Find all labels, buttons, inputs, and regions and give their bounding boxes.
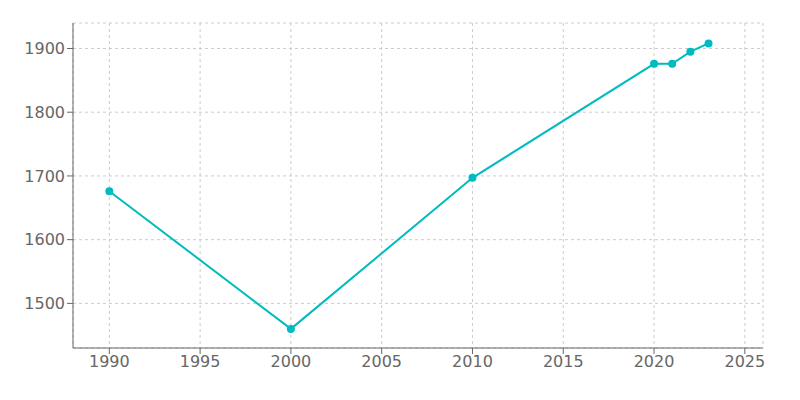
svg-text:1995: 1995 — [180, 352, 221, 371]
svg-text:2010: 2010 — [452, 352, 493, 371]
svg-text:1990: 1990 — [89, 352, 130, 371]
svg-text:2000: 2000 — [271, 352, 312, 371]
svg-text:1900: 1900 — [24, 39, 65, 58]
svg-text:2015: 2015 — [543, 352, 584, 371]
svg-text:1800: 1800 — [24, 103, 65, 122]
svg-text:2020: 2020 — [634, 352, 675, 371]
svg-text:1500: 1500 — [24, 294, 65, 313]
svg-text:1600: 1600 — [24, 230, 65, 249]
svg-text:1700: 1700 — [24, 167, 65, 186]
svg-text:2025: 2025 — [724, 352, 765, 371]
svg-text:2005: 2005 — [361, 352, 402, 371]
